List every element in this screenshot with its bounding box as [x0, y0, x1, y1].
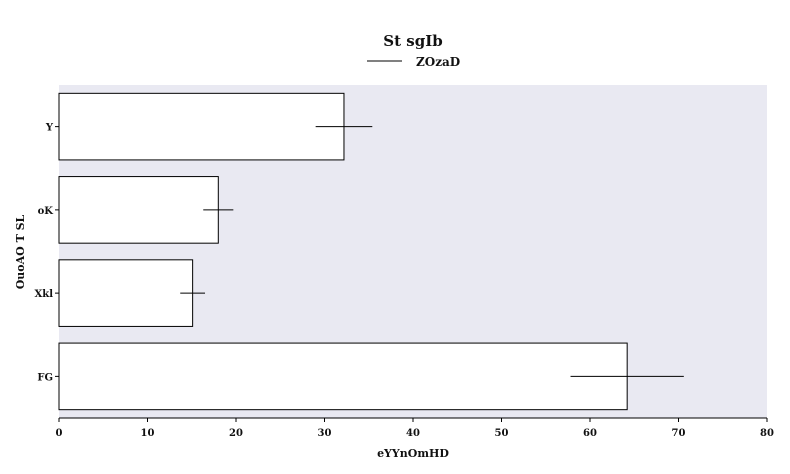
legend: ZOzaD — [367, 55, 460, 69]
x-tick-label: 70 — [672, 428, 686, 439]
x-axis-label: eYYnOmHD — [377, 447, 449, 460]
x-tick-label: 60 — [583, 428, 597, 439]
x-tick-label: 40 — [406, 428, 420, 439]
y-tick-label: FG — [37, 372, 53, 383]
x-tick-label: 10 — [141, 428, 155, 439]
bar-Y — [58, 92, 345, 161]
x-tick-label: 0 — [56, 428, 63, 439]
y-tick-label: oK — [38, 206, 54, 217]
chart-title: St sgIb — [383, 32, 442, 50]
bars-layer — [58, 92, 628, 411]
y-tick-label: Y — [45, 123, 54, 134]
bar-FG — [58, 342, 628, 411]
x-ticks: 0 10 20 30 40 50 60 70 80 — [56, 418, 774, 439]
error-bars-layer — [180, 126, 684, 377]
bar-Xkl — [58, 259, 194, 327]
y-axis-label: OuoAO T SL — [14, 214, 27, 289]
x-tick-label: 80 — [760, 428, 774, 439]
y-tick-label: Xkl — [35, 289, 54, 300]
x-tick-label: 30 — [318, 428, 332, 439]
x-tick-label: 20 — [229, 428, 243, 439]
x-tick-label: 50 — [495, 428, 509, 439]
y-tick-labels: YoK Xkl FG — [35, 123, 59, 383]
legend-label: ZOzaD — [416, 55, 460, 69]
bar-oK — [58, 176, 219, 244]
